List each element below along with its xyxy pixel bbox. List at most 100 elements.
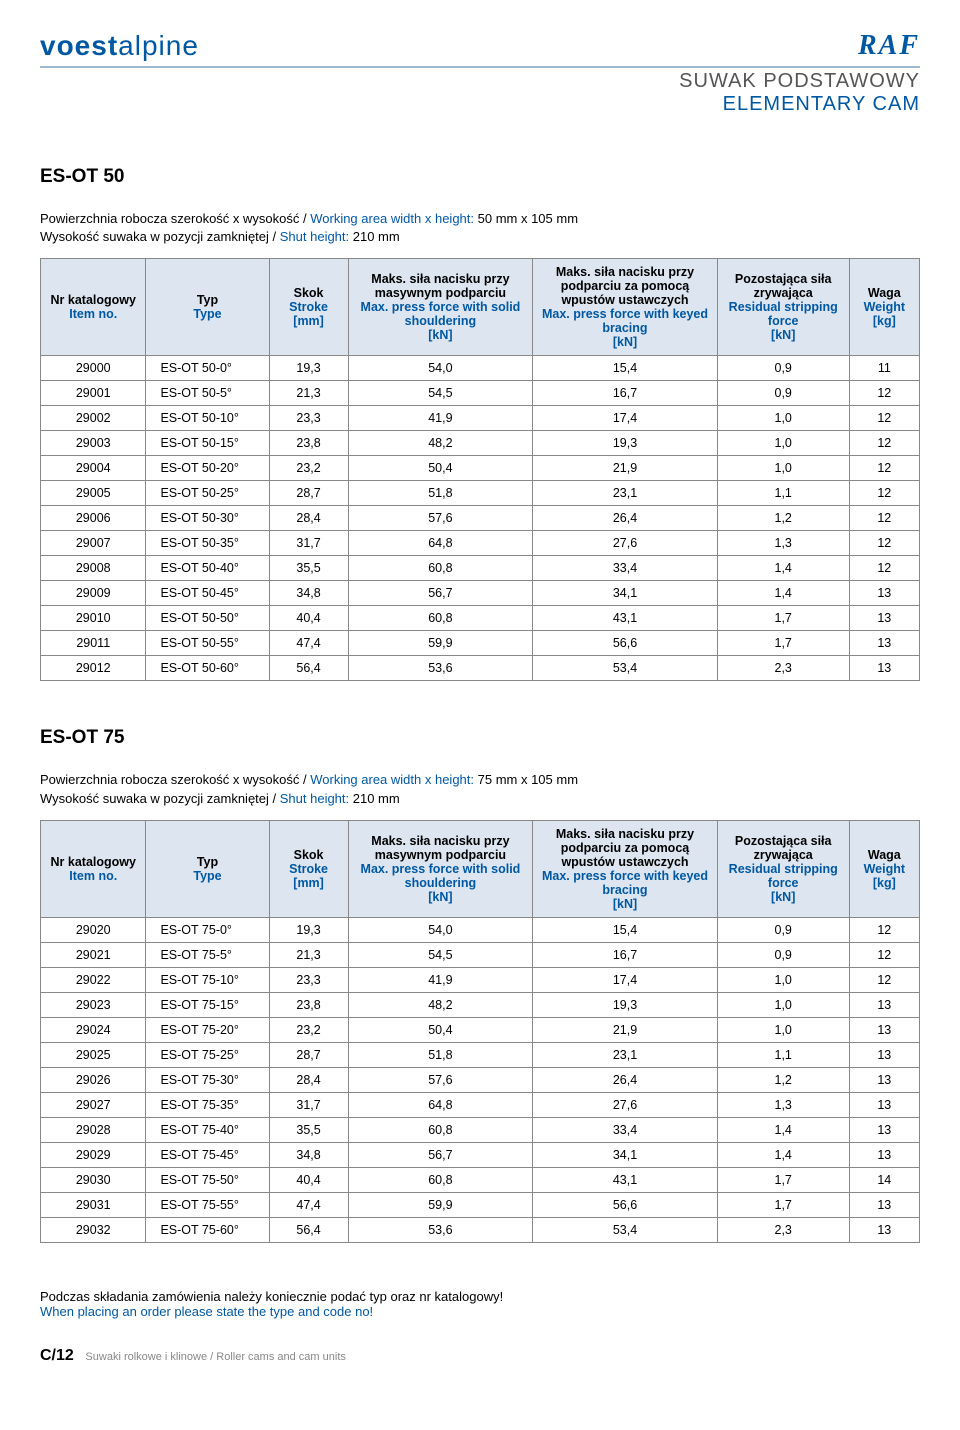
- col-en: [kg]: [856, 876, 913, 890]
- table-cell: 29007: [41, 531, 146, 556]
- table-cell: 29006: [41, 506, 146, 531]
- table-cell: 1,4: [717, 581, 849, 606]
- table-cell: 51,8: [348, 481, 533, 506]
- table-cell: ES-OT 50-35°: [146, 531, 269, 556]
- table-cell: 13: [849, 606, 919, 631]
- table-cell: 0,9: [717, 356, 849, 381]
- table-cell: ES-OT 50-25°: [146, 481, 269, 506]
- table-row: 29025ES-OT 75-25°28,751,823,11,113: [41, 1042, 920, 1067]
- table-cell: 12: [849, 381, 919, 406]
- table-cell: 23,2: [269, 1017, 348, 1042]
- table-cell: 21,9: [533, 1017, 718, 1042]
- table-header: WagaWeight[kg]: [849, 259, 919, 356]
- table-cell: 48,2: [348, 431, 533, 456]
- table-cell: 56,6: [533, 631, 718, 656]
- col-en: [kN]: [355, 890, 527, 904]
- table-cell: 19,3: [269, 356, 348, 381]
- table-cell: ES-OT 75-55°: [146, 1192, 269, 1217]
- table-cell: 29029: [41, 1142, 146, 1167]
- table-cell: 60,8: [348, 556, 533, 581]
- table-row: 29006ES-OT 50-30°28,457,626,41,212: [41, 506, 920, 531]
- table-cell: 1,7: [717, 631, 849, 656]
- table-cell: 1,0: [717, 1017, 849, 1042]
- table-header: Maks. siła nacisku przy podparciu za pom…: [533, 259, 718, 356]
- table-cell: 31,7: [269, 1092, 348, 1117]
- table-cell: 0,9: [717, 942, 849, 967]
- table-cell: ES-OT 75-35°: [146, 1092, 269, 1117]
- data-table: Nr katalogowyItem no.TypTypeSkokStroke[m…: [40, 258, 920, 681]
- footer: C/12 Suwaki rolkowe i klinowe / Roller c…: [40, 1347, 920, 1365]
- data-table: Nr katalogowyItem no.TypTypeSkokStroke[m…: [40, 820, 920, 1243]
- col-pl: Maks. siła nacisku przy podparciu za pom…: [539, 827, 711, 869]
- table-cell: 1,7: [717, 606, 849, 631]
- table-cell: ES-OT 50-30°: [146, 506, 269, 531]
- table-cell: 23,3: [269, 967, 348, 992]
- table-cell: 54,5: [348, 381, 533, 406]
- table-header: Nr katalogowyItem no.: [41, 259, 146, 356]
- table-cell: 1,4: [717, 556, 849, 581]
- col-en: [mm]: [276, 876, 342, 890]
- table-cell: 29003: [41, 431, 146, 456]
- table-cell: 34,1: [533, 581, 718, 606]
- col-en: Residual stripping force: [724, 300, 843, 328]
- table-cell: ES-OT 50-55°: [146, 631, 269, 656]
- intro-line1-en: Working area width x height:: [310, 772, 474, 787]
- col-en: [mm]: [276, 314, 342, 328]
- table-cell: 50,4: [348, 1017, 533, 1042]
- col-en: Max. press force with solid shouldering: [355, 300, 527, 328]
- col-pl: Nr katalogowy: [47, 293, 139, 307]
- table-cell: 54,0: [348, 356, 533, 381]
- table-row: 29031ES-OT 75-55°47,459,956,61,713: [41, 1192, 920, 1217]
- table-cell: 23,8: [269, 431, 348, 456]
- table-header: SkokStroke[mm]: [269, 820, 348, 917]
- table-cell: 23,2: [269, 456, 348, 481]
- table-cell: 51,8: [348, 1042, 533, 1067]
- table-cell: 29004: [41, 456, 146, 481]
- table-cell: 29028: [41, 1117, 146, 1142]
- subtitle-en: ELEMENTARY CAM: [40, 93, 920, 116]
- table-cell: ES-OT 75-30°: [146, 1067, 269, 1092]
- table-cell: 64,8: [348, 1092, 533, 1117]
- table-cell: 60,8: [348, 1167, 533, 1192]
- table-cell: ES-OT 75-25°: [146, 1042, 269, 1067]
- table-cell: ES-OT 50-40°: [146, 556, 269, 581]
- table-cell: ES-OT 50-50°: [146, 606, 269, 631]
- table-cell: 1,2: [717, 506, 849, 531]
- section-title: ES-OT 50: [40, 166, 920, 188]
- table-cell: ES-OT 75-10°: [146, 967, 269, 992]
- col-pl: Skok: [276, 286, 342, 300]
- intro-line2-en: Shut height:: [280, 229, 349, 244]
- col-pl: Skok: [276, 848, 342, 862]
- table-cell: 13: [849, 1217, 919, 1242]
- table-cell: 1,3: [717, 1092, 849, 1117]
- table-cell: 26,4: [533, 1067, 718, 1092]
- table-cell: 56,7: [348, 1142, 533, 1167]
- table-cell: 15,4: [533, 356, 718, 381]
- table-cell: 34,8: [269, 581, 348, 606]
- table-cell: 29001: [41, 381, 146, 406]
- table-row: 29007ES-OT 50-35°31,764,827,61,312: [41, 531, 920, 556]
- table-cell: 29030: [41, 1167, 146, 1192]
- table-cell: 29027: [41, 1092, 146, 1117]
- table-cell: ES-OT 50-15°: [146, 431, 269, 456]
- col-en: Weight: [856, 300, 913, 314]
- logo-left-bold: voest: [40, 30, 118, 61]
- logo-voestalpine: voestalpine: [40, 30, 199, 62]
- table-cell: 12: [849, 556, 919, 581]
- table-cell: 33,4: [533, 1117, 718, 1142]
- table-cell: 40,4: [269, 606, 348, 631]
- logo-raf: RAF: [858, 30, 920, 62]
- table-cell: 13: [849, 631, 919, 656]
- table-cell: 26,4: [533, 506, 718, 531]
- col-en: [kN]: [539, 335, 711, 349]
- table-cell: 12: [849, 967, 919, 992]
- table-cell: 1,0: [717, 406, 849, 431]
- col-en: Weight: [856, 862, 913, 876]
- table-cell: 35,5: [269, 556, 348, 581]
- table-cell: 1,0: [717, 456, 849, 481]
- table-row: 29001ES-OT 50-5°21,354,516,70,912: [41, 381, 920, 406]
- table-cell: 1,4: [717, 1117, 849, 1142]
- table-row: 29004ES-OT 50-20°23,250,421,91,012: [41, 456, 920, 481]
- table-cell: ES-OT 50-5°: [146, 381, 269, 406]
- table-cell: 21,3: [269, 381, 348, 406]
